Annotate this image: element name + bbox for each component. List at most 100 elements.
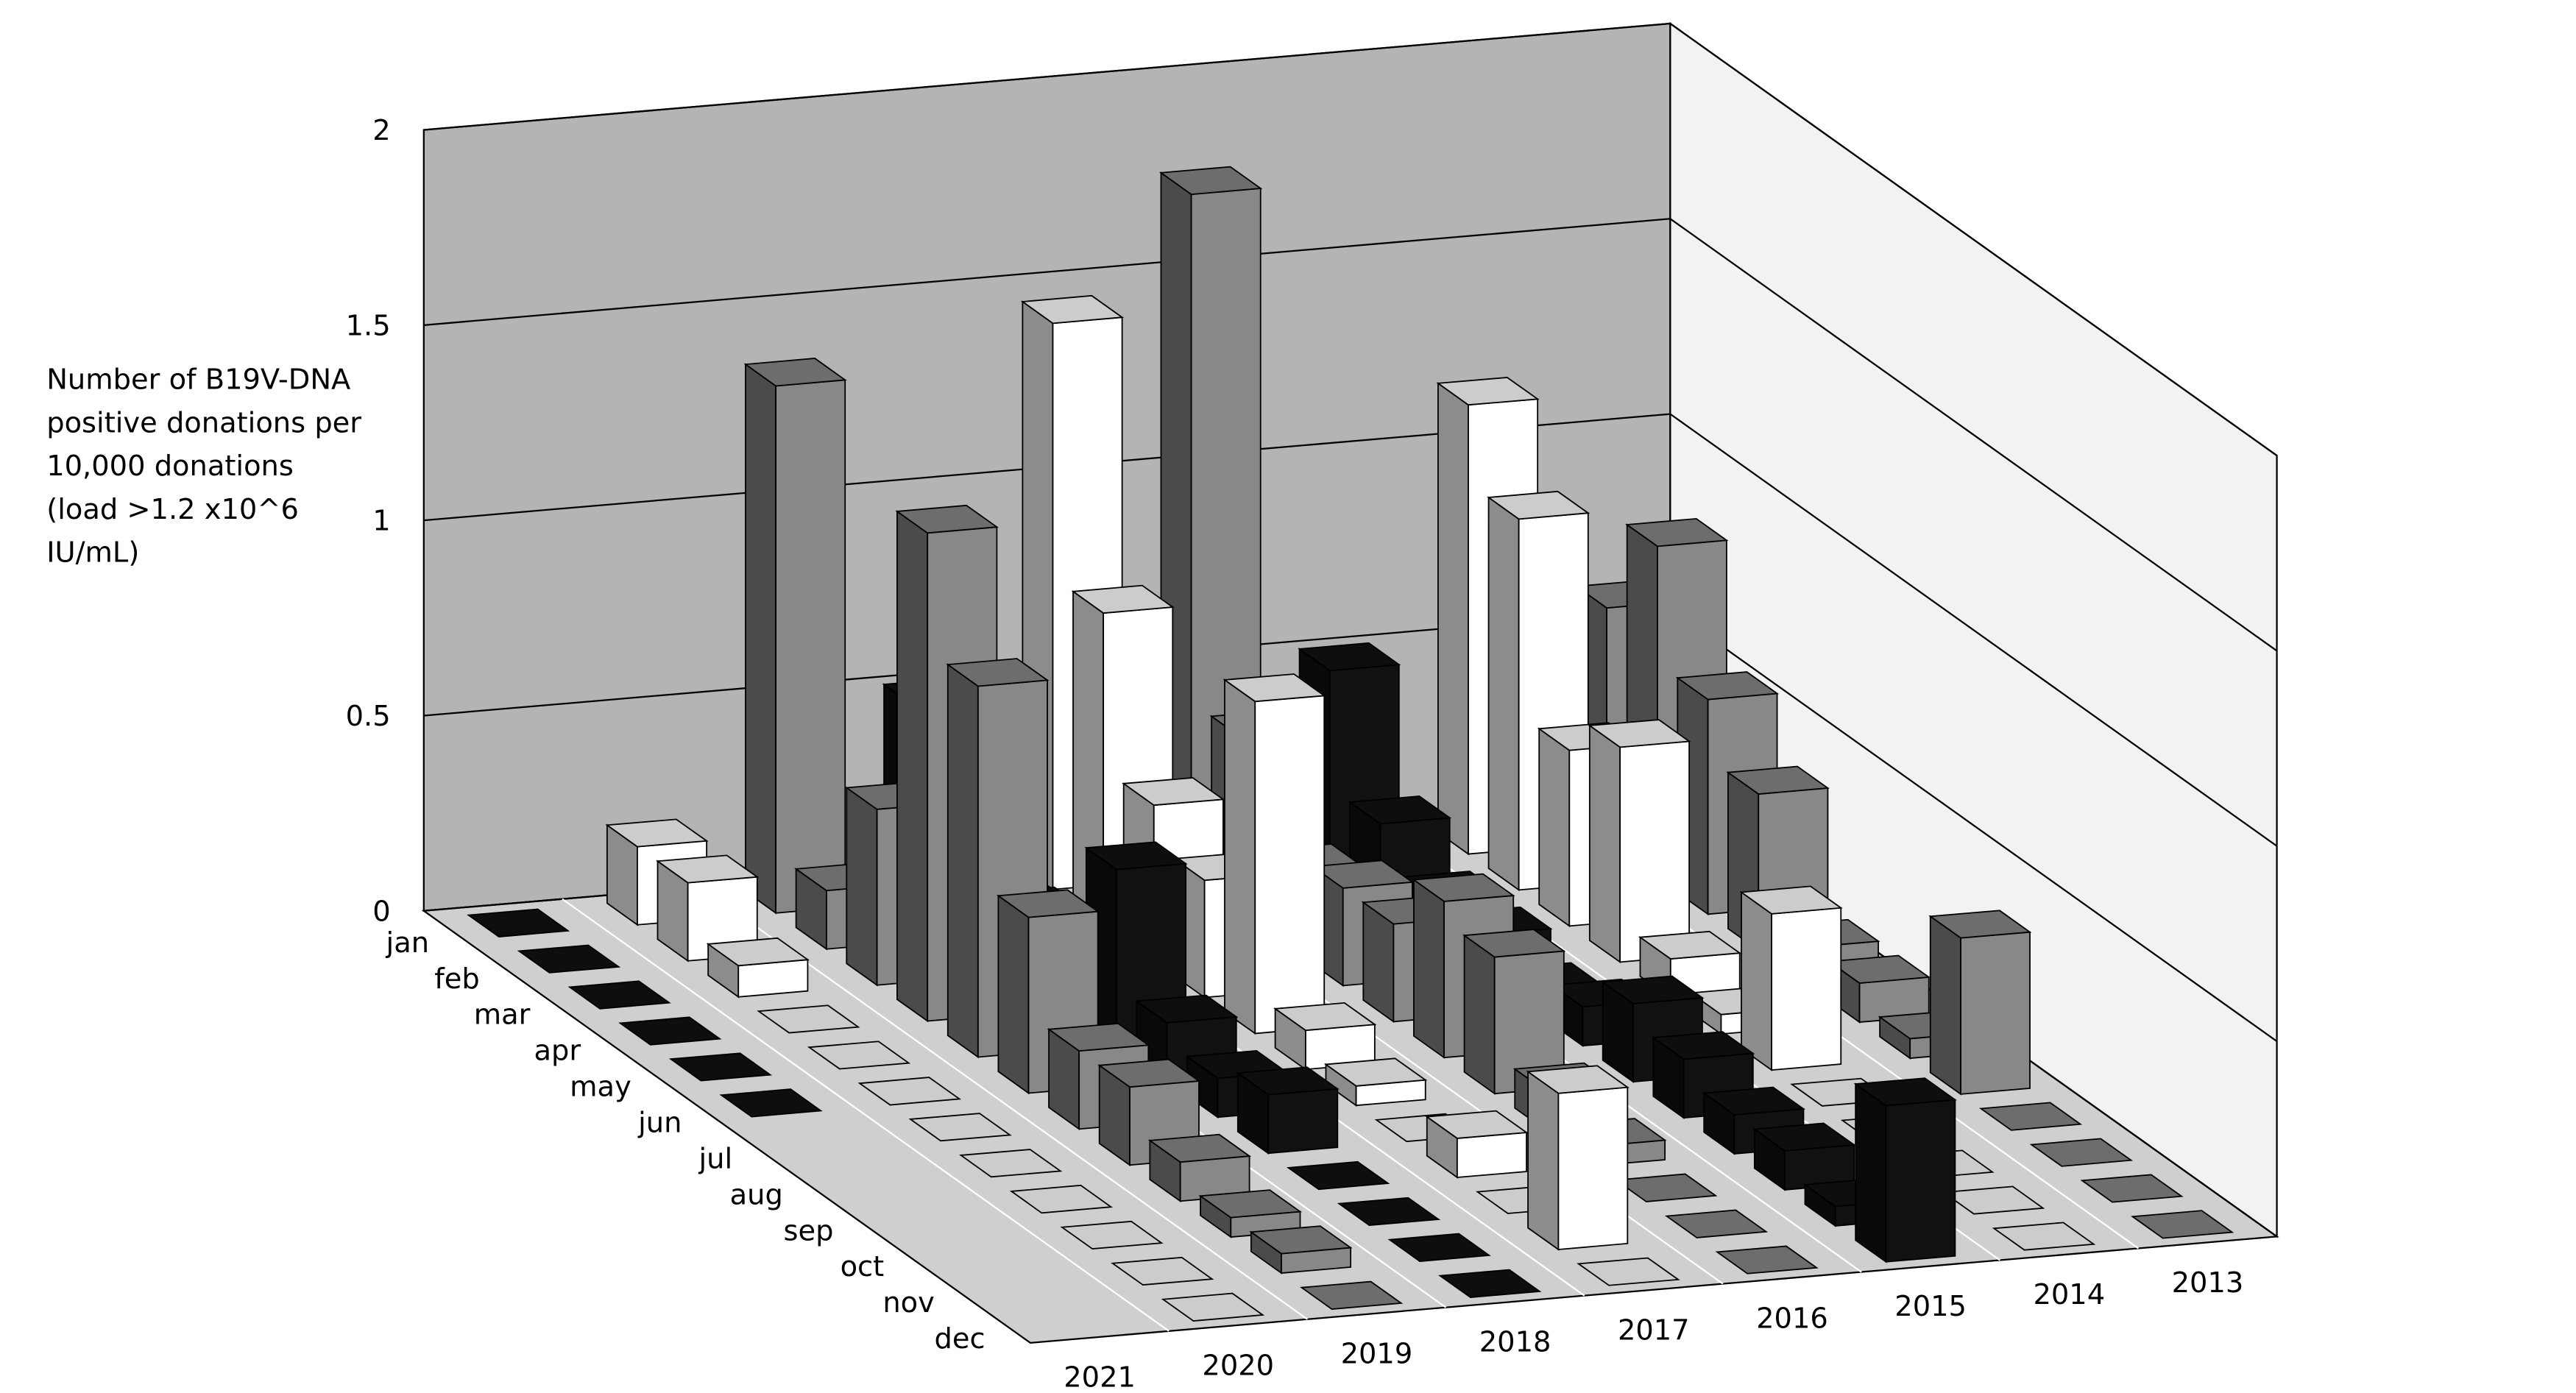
bar	[807, 1041, 911, 1070]
bar	[567, 980, 671, 1010]
bar-top	[1084, 841, 1188, 871]
month-label: dec	[934, 1322, 985, 1355]
grid-line	[1669, 609, 2278, 1042]
y-tick-label: 0.5	[346, 700, 391, 733]
bar-top	[1487, 490, 1590, 520]
month-label: may	[570, 1071, 631, 1104]
bar-top	[996, 889, 1100, 918]
bar-top	[857, 1077, 962, 1106]
y-tick-label: 2	[372, 114, 390, 147]
bar-side	[1463, 934, 1496, 1095]
month-label: jun	[637, 1106, 682, 1139]
bar-top	[757, 1004, 860, 1034]
bar-side	[997, 894, 1030, 1095]
bar-front	[775, 379, 846, 914]
bar	[1147, 1133, 1252, 1203]
bar-top	[567, 980, 671, 1010]
grid-line	[1669, 23, 2278, 457]
bar-top	[1436, 377, 1540, 406]
bar	[655, 854, 760, 963]
bar-front	[1254, 695, 1326, 1035]
month-label: nov	[882, 1286, 935, 1319]
bar-top	[1122, 776, 1225, 807]
bar-side	[1929, 915, 1961, 1096]
bar	[1425, 1110, 1529, 1179]
bar-top	[517, 944, 621, 974]
bar-top	[1438, 1269, 1542, 1298]
bar-front	[1557, 1086, 1629, 1250]
bar-side	[1527, 1070, 1560, 1251]
bar-top	[1928, 910, 2032, 939]
bar-top	[1020, 294, 1125, 325]
y-tick-label: 1	[372, 505, 390, 538]
y-axis-label: (load >1.2 x10^6	[46, 493, 299, 526]
bar-top	[1298, 642, 1401, 672]
bar	[959, 1149, 1063, 1178]
month-label: aug	[730, 1178, 783, 1211]
bar-top	[1337, 1197, 1441, 1226]
grid-line	[1669, 218, 2278, 652]
bar	[467, 908, 570, 937]
bar	[1299, 1280, 1404, 1310]
bar-top	[1310, 859, 1415, 889]
bar	[1928, 910, 2032, 1096]
bar-top	[706, 937, 810, 967]
bar-top	[1978, 1102, 2083, 1131]
year-label: 2020	[1202, 1350, 1274, 1383]
bar-top	[618, 1016, 722, 1046]
bar	[1752, 1122, 1856, 1191]
bar-top	[895, 504, 999, 534]
bar-top	[467, 908, 570, 937]
bar-top	[1236, 1066, 1340, 1096]
floor-line	[562, 898, 1170, 1332]
bar	[1387, 1233, 1491, 1262]
bar-top	[719, 1088, 823, 1118]
bar	[1060, 1220, 1164, 1250]
bar-top	[1664, 1209, 1769, 1238]
bar	[1286, 1160, 1390, 1191]
year-label: 2016	[1756, 1302, 1828, 1335]
bar-front	[1771, 907, 1842, 1071]
year-label: 2013	[2172, 1266, 2244, 1300]
bar	[743, 358, 847, 915]
bar	[668, 1052, 773, 1082]
bar-side	[1224, 678, 1256, 1035]
bar-top	[1613, 1173, 1718, 1202]
bar-top	[1273, 1002, 1377, 1032]
bar-front	[1960, 931, 2031, 1095]
bar	[1222, 673, 1326, 1035]
bar-front	[1267, 1088, 1339, 1155]
bar-side	[745, 363, 776, 915]
year-label: 2018	[1479, 1325, 1551, 1358]
bar-top	[1588, 719, 1691, 748]
bar-top	[1827, 954, 1931, 984]
month-label: mar	[474, 999, 531, 1032]
bar	[1613, 1173, 1718, 1202]
bar-top	[959, 1149, 1063, 1178]
month-label: jan	[386, 926, 430, 960]
bar-top	[1134, 994, 1239, 1024]
y-tick-label: 0	[372, 895, 390, 928]
bar-top	[1726, 765, 1830, 795]
bar-side	[846, 786, 878, 987]
bar	[706, 937, 810, 999]
bar-top	[1348, 795, 1452, 825]
bar	[1323, 1057, 1428, 1107]
bar	[618, 1016, 722, 1046]
bar	[908, 1113, 1012, 1142]
bar-top	[1009, 1184, 1114, 1214]
bar-top	[1071, 584, 1175, 614]
bar-top	[1412, 873, 1515, 902]
bar	[719, 1088, 823, 1118]
y-axis-label: Number of B19V-DNA	[46, 364, 350, 397]
bar-front	[1456, 1132, 1527, 1178]
year-label: 2021	[1064, 1361, 1136, 1393]
bar-top	[1462, 929, 1566, 958]
bar-top	[1097, 1058, 1201, 1088]
bar	[1161, 1292, 1265, 1322]
bar-top	[1601, 975, 1705, 1004]
bar	[1526, 1065, 1630, 1251]
bar-side	[1855, 1082, 1887, 1263]
bar	[1577, 1257, 1680, 1286]
